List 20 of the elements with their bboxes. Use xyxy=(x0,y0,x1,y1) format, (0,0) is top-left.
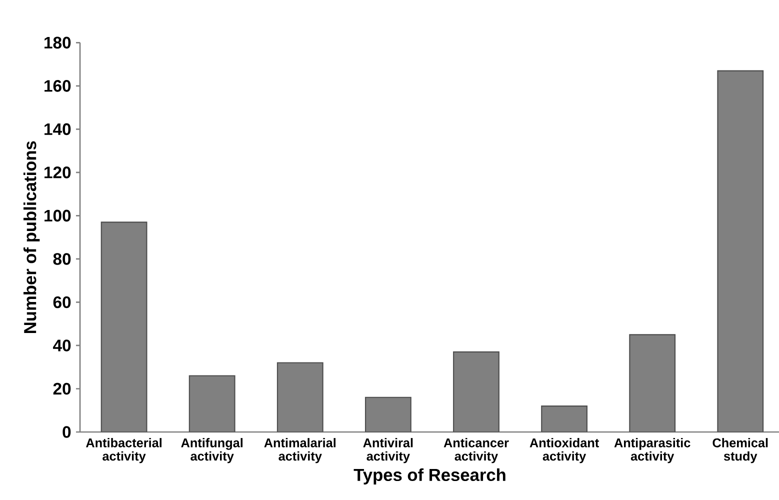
x-tick-label: Antiviral activity xyxy=(363,438,413,464)
y-tick-label: 0 xyxy=(62,426,71,438)
y-tick-label: 60 xyxy=(53,296,71,308)
y-tick-label: 100 xyxy=(44,210,71,222)
x-tick-label: Antifungal activity xyxy=(181,438,242,464)
x-tick-label: Chemical study xyxy=(712,438,768,464)
y-axis-title: Number of publications xyxy=(24,141,40,333)
y-tick-label: 140 xyxy=(44,123,71,136)
y-tick-label: 160 xyxy=(44,80,71,92)
x-axis-title: Types of Research xyxy=(354,468,506,484)
x-tick-label: Antioxidant activity xyxy=(530,438,599,464)
x-tick-label: Anticancer activity xyxy=(444,438,509,464)
y-tick-label: 120 xyxy=(44,166,71,178)
y-tick-label: 180 xyxy=(44,36,71,49)
y-tick-label: 40 xyxy=(53,340,71,352)
y-tick-label: 20 xyxy=(53,382,71,395)
x-tick-label: Antiparasitic activity xyxy=(614,438,690,464)
x-tick-label: Antibacterial activity xyxy=(86,438,162,464)
y-tick-label: 80 xyxy=(53,253,71,265)
x-tick-label: Antimalarial activity xyxy=(264,438,336,464)
